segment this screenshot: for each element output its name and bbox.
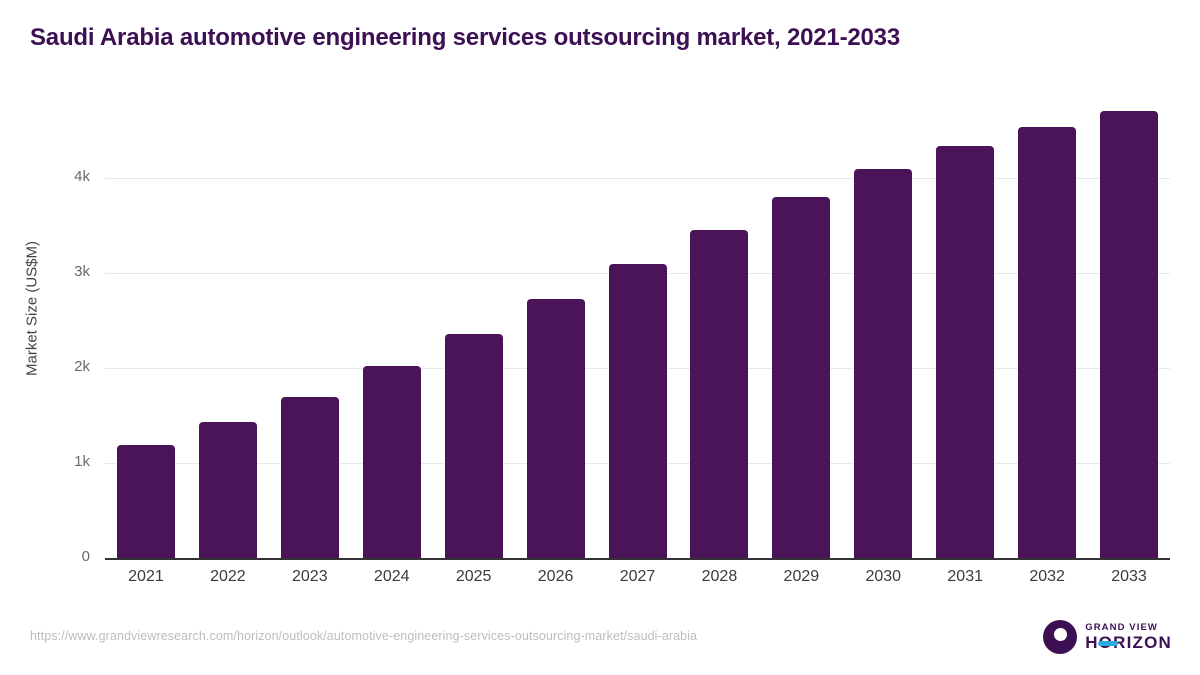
y-axis-title: Market Size (US$M) (23, 240, 41, 377)
bar[interactable] (1018, 126, 1077, 558)
x-tick-label: 2026 (537, 568, 574, 585)
x-axis-line (105, 558, 1170, 560)
x-tick-label: 2030 (865, 568, 902, 585)
x-tick-label: 2022 (210, 568, 246, 585)
bar[interactable] (690, 230, 749, 558)
logo-circle-icon (1043, 620, 1118, 654)
x-tick-label: 2033 (1111, 568, 1147, 585)
grand-view-horizon-logo[interactable]: GRAND VIEW HORIZON (1043, 620, 1172, 654)
bar[interactable] (280, 397, 339, 558)
bar[interactable] (936, 145, 995, 558)
bar[interactable] (772, 197, 831, 558)
x-tick-label: 2027 (619, 568, 656, 585)
y-tick-label: 3k (74, 263, 90, 280)
y-tick-label: 2k (74, 358, 90, 375)
bar[interactable] (526, 298, 585, 558)
bar[interactable] (362, 366, 421, 558)
bar[interactable] (854, 168, 913, 558)
logo-dot-icon (1053, 627, 1067, 641)
bar[interactable] (198, 422, 257, 558)
x-tick-label: 2028 (701, 568, 738, 585)
x-tick-label: 2029 (783, 568, 820, 585)
x-tick-label: 2021 (128, 568, 164, 585)
source-url[interactable]: https://www.grandviewresearch.com/horizo… (30, 629, 698, 643)
gridline (105, 178, 1170, 179)
bar[interactable] (116, 444, 175, 558)
x-tick-label: 2025 (455, 568, 492, 585)
x-tick-label: 2032 (1029, 568, 1065, 585)
logo-arc-icon (1097, 641, 1118, 646)
page-title: Saudi Arabia automotive engineering serv… (30, 24, 900, 51)
x-tick-label: 2023 (292, 568, 328, 585)
y-tick-label: 4k (74, 168, 90, 185)
bar[interactable] (608, 264, 667, 558)
x-tick-label: 2024 (373, 568, 410, 585)
logo-wordmark: GRAND VIEW HORIZON (1085, 623, 1172, 652)
logo-top-text: GRAND VIEW (1085, 621, 1158, 633)
bar[interactable] (1100, 110, 1159, 558)
bar[interactable] (444, 333, 503, 558)
y-tick-label: 1k (74, 453, 90, 470)
y-tick-label: 0 (81, 548, 90, 565)
logo-bottom-text: HORIZON (1085, 633, 1172, 653)
x-tick-label: 2031 (947, 568, 983, 585)
